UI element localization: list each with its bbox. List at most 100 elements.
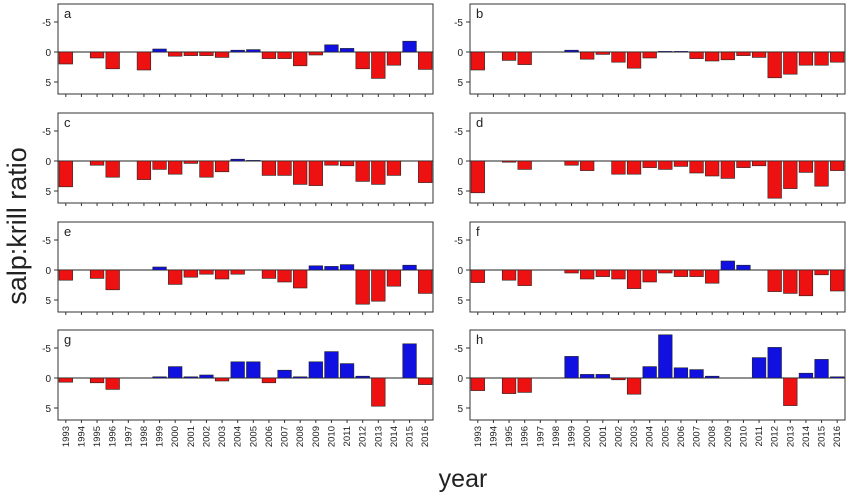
x-tick-label: 1999 bbox=[567, 426, 578, 447]
bar-2016 bbox=[418, 160, 433, 183]
bar-2007 bbox=[277, 369, 292, 379]
x-tick-label: 2016 bbox=[832, 426, 843, 447]
bar-2008 bbox=[705, 269, 720, 284]
x-tick-label: 2013 bbox=[785, 426, 796, 447]
bar-2003 bbox=[626, 269, 642, 289]
bar-2010 bbox=[736, 160, 751, 168]
bar-2008 bbox=[293, 376, 308, 379]
bar-2014 bbox=[798, 269, 814, 297]
x-tick-label: 2004 bbox=[645, 426, 656, 447]
y-tick-label: 5 bbox=[457, 404, 463, 415]
bar-2001 bbox=[183, 160, 198, 164]
y-tick-label: 0 bbox=[45, 374, 51, 385]
x-tick-label: 2012 bbox=[358, 426, 369, 447]
bar-2003 bbox=[626, 377, 642, 395]
panels-group: a 5 0 -5 b 5 0 -5 c 5 0 -5 d 5 0 -5 e 5 0 -5 f 5 0 -5 g 5 0 -5 1993 1… bbox=[42, 3, 846, 447]
y-tick-label: 0 bbox=[45, 157, 51, 168]
bar-2006 bbox=[261, 51, 277, 59]
bar-1993 bbox=[470, 51, 485, 71]
bar-2003 bbox=[626, 51, 642, 69]
bar-2011 bbox=[339, 160, 355, 167]
bar-2007 bbox=[277, 160, 292, 176]
bar-2004 bbox=[642, 366, 657, 379]
x-tick-label: 2012 bbox=[770, 426, 781, 447]
bar-2004 bbox=[642, 160, 657, 168]
bar-1995 bbox=[501, 269, 517, 281]
bar-2005 bbox=[658, 269, 673, 274]
bar-2000 bbox=[580, 160, 595, 171]
bar-2016 bbox=[830, 51, 845, 63]
bar-2007 bbox=[689, 269, 704, 277]
panel-g: g 5 0 -5 1993 1994 1995 1996 1997 1998 1999 2000 200… bbox=[42, 329, 434, 447]
y-tick-label: 0 bbox=[45, 48, 51, 59]
y-tick-label: -5 bbox=[454, 18, 463, 29]
bar-2014 bbox=[386, 160, 402, 176]
bar-2002 bbox=[199, 160, 214, 178]
bar-2010 bbox=[736, 264, 751, 271]
x-tick-label: 1993 bbox=[473, 426, 484, 447]
x-tick-label: 2011 bbox=[754, 426, 765, 446]
x-tick-label: 2015 bbox=[405, 426, 416, 447]
bar-2007 bbox=[277, 269, 292, 283]
panel-label: b bbox=[476, 6, 483, 21]
panel-frame bbox=[57, 221, 434, 313]
y-tick-label: 0 bbox=[45, 266, 51, 277]
bar-2000 bbox=[580, 374, 595, 379]
bar-2002 bbox=[199, 269, 214, 275]
y-axis-label: salp:krill ratio bbox=[2, 147, 32, 305]
y-tick-label: -5 bbox=[42, 344, 51, 355]
x-tick-label: 2015 bbox=[817, 426, 828, 447]
bar-2008 bbox=[293, 160, 308, 185]
bar-1999 bbox=[564, 356, 579, 379]
bar-2007 bbox=[689, 51, 704, 59]
y-tick-label: 0 bbox=[457, 266, 463, 277]
panel-label: f bbox=[476, 224, 480, 239]
bar-2016 bbox=[830, 160, 845, 171]
panel-frame bbox=[469, 112, 846, 204]
bar-2006 bbox=[261, 160, 277, 176]
bar-1998 bbox=[136, 160, 152, 180]
bar-2016 bbox=[418, 269, 433, 294]
bar-2016 bbox=[830, 376, 845, 379]
bar-1995 bbox=[89, 269, 105, 279]
bar-2015 bbox=[814, 359, 829, 379]
bar-1996 bbox=[105, 377, 120, 390]
bar-2005 bbox=[246, 361, 261, 379]
x-tick-label: 2002 bbox=[201, 426, 212, 447]
x-tick-label: 2007 bbox=[280, 426, 291, 447]
bar-2003 bbox=[626, 160, 642, 175]
bar-2010 bbox=[324, 266, 339, 271]
bar-1996 bbox=[105, 51, 120, 70]
bar-2006 bbox=[673, 269, 689, 277]
y-tick-label: -5 bbox=[42, 236, 51, 247]
bar-2005 bbox=[246, 160, 261, 162]
bar-2014 bbox=[798, 372, 814, 379]
y-tick-label: -5 bbox=[42, 127, 51, 138]
bar-2008 bbox=[705, 375, 720, 379]
bar-1995 bbox=[89, 51, 105, 59]
y-tick-label: 0 bbox=[457, 374, 463, 385]
bar-1999 bbox=[152, 266, 167, 271]
bar-2003 bbox=[214, 51, 230, 58]
bar-1999 bbox=[152, 160, 167, 170]
x-tick-label: 2000 bbox=[582, 426, 593, 447]
bar-2012 bbox=[355, 269, 370, 305]
bar-1995 bbox=[501, 160, 517, 163]
bar-2004 bbox=[642, 269, 657, 283]
y-tick-label: 5 bbox=[45, 404, 51, 415]
y-tick-label: -5 bbox=[454, 127, 463, 138]
bar-1995 bbox=[89, 377, 105, 384]
bar-2015 bbox=[402, 264, 417, 271]
bar-2002 bbox=[611, 377, 626, 381]
bar-2004 bbox=[230, 49, 245, 53]
x-tick-label: 2016 bbox=[420, 426, 431, 447]
x-tick-label: 1995 bbox=[92, 426, 103, 447]
panel-b: b 5 0 -5 bbox=[454, 3, 846, 97]
panel-frame bbox=[469, 329, 846, 421]
bar-2009 bbox=[308, 265, 323, 271]
bar-1999 bbox=[564, 49, 579, 53]
x-tick-label: 2009 bbox=[723, 426, 734, 447]
x-tick-label: 2003 bbox=[629, 426, 640, 447]
bar-1995 bbox=[501, 51, 517, 61]
bar-2000 bbox=[168, 269, 183, 285]
